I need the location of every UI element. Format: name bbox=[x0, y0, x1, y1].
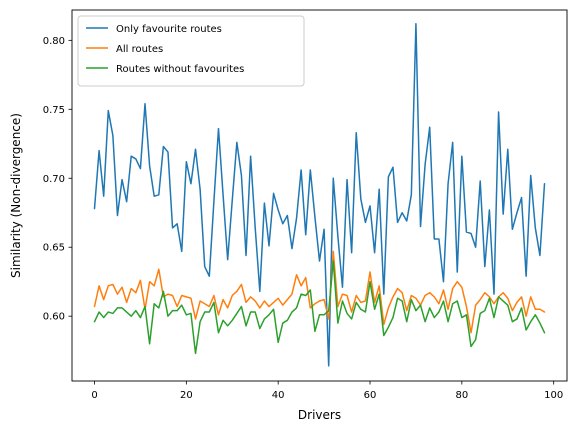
series-line-3 bbox=[93, 260, 546, 355]
series-line-2 bbox=[93, 250, 546, 334]
y-tick-label: 0.65 bbox=[43, 243, 65, 254]
legend-label: All routes bbox=[116, 44, 163, 55]
x-tick-label: 80 bbox=[455, 390, 468, 401]
y-tick-label: 0.75 bbox=[43, 105, 65, 116]
x-tick-label: 20 bbox=[180, 390, 193, 401]
y-axis: 0.60 0.65 0.70 0.75 0.80 bbox=[43, 36, 72, 323]
legend-label: Routes without favourites bbox=[116, 64, 244, 75]
x-axis: 0 20 40 60 80 100 bbox=[91, 381, 563, 401]
series-line-1 bbox=[93, 23, 546, 367]
x-tick-label: 100 bbox=[544, 390, 563, 401]
y-tick-label: 0.80 bbox=[43, 36, 65, 47]
legend-box bbox=[77, 15, 305, 87]
y-axis-label: Similarity (Non-divergence) bbox=[9, 113, 23, 278]
x-tick-label: 60 bbox=[364, 390, 377, 401]
series-layer bbox=[93, 23, 546, 367]
x-axis-label: Drivers bbox=[298, 408, 341, 422]
x-tick-label: 40 bbox=[272, 390, 285, 401]
axes-frame bbox=[71, 9, 568, 382]
x-tick-label: 0 bbox=[91, 390, 97, 401]
legend: Only favourite routes All routes Routes wi… bbox=[77, 15, 305, 87]
y-tick-label: 0.60 bbox=[43, 312, 65, 323]
y-tick-label: 0.70 bbox=[43, 174, 65, 185]
legend-label: Only favourite routes bbox=[116, 24, 222, 35]
